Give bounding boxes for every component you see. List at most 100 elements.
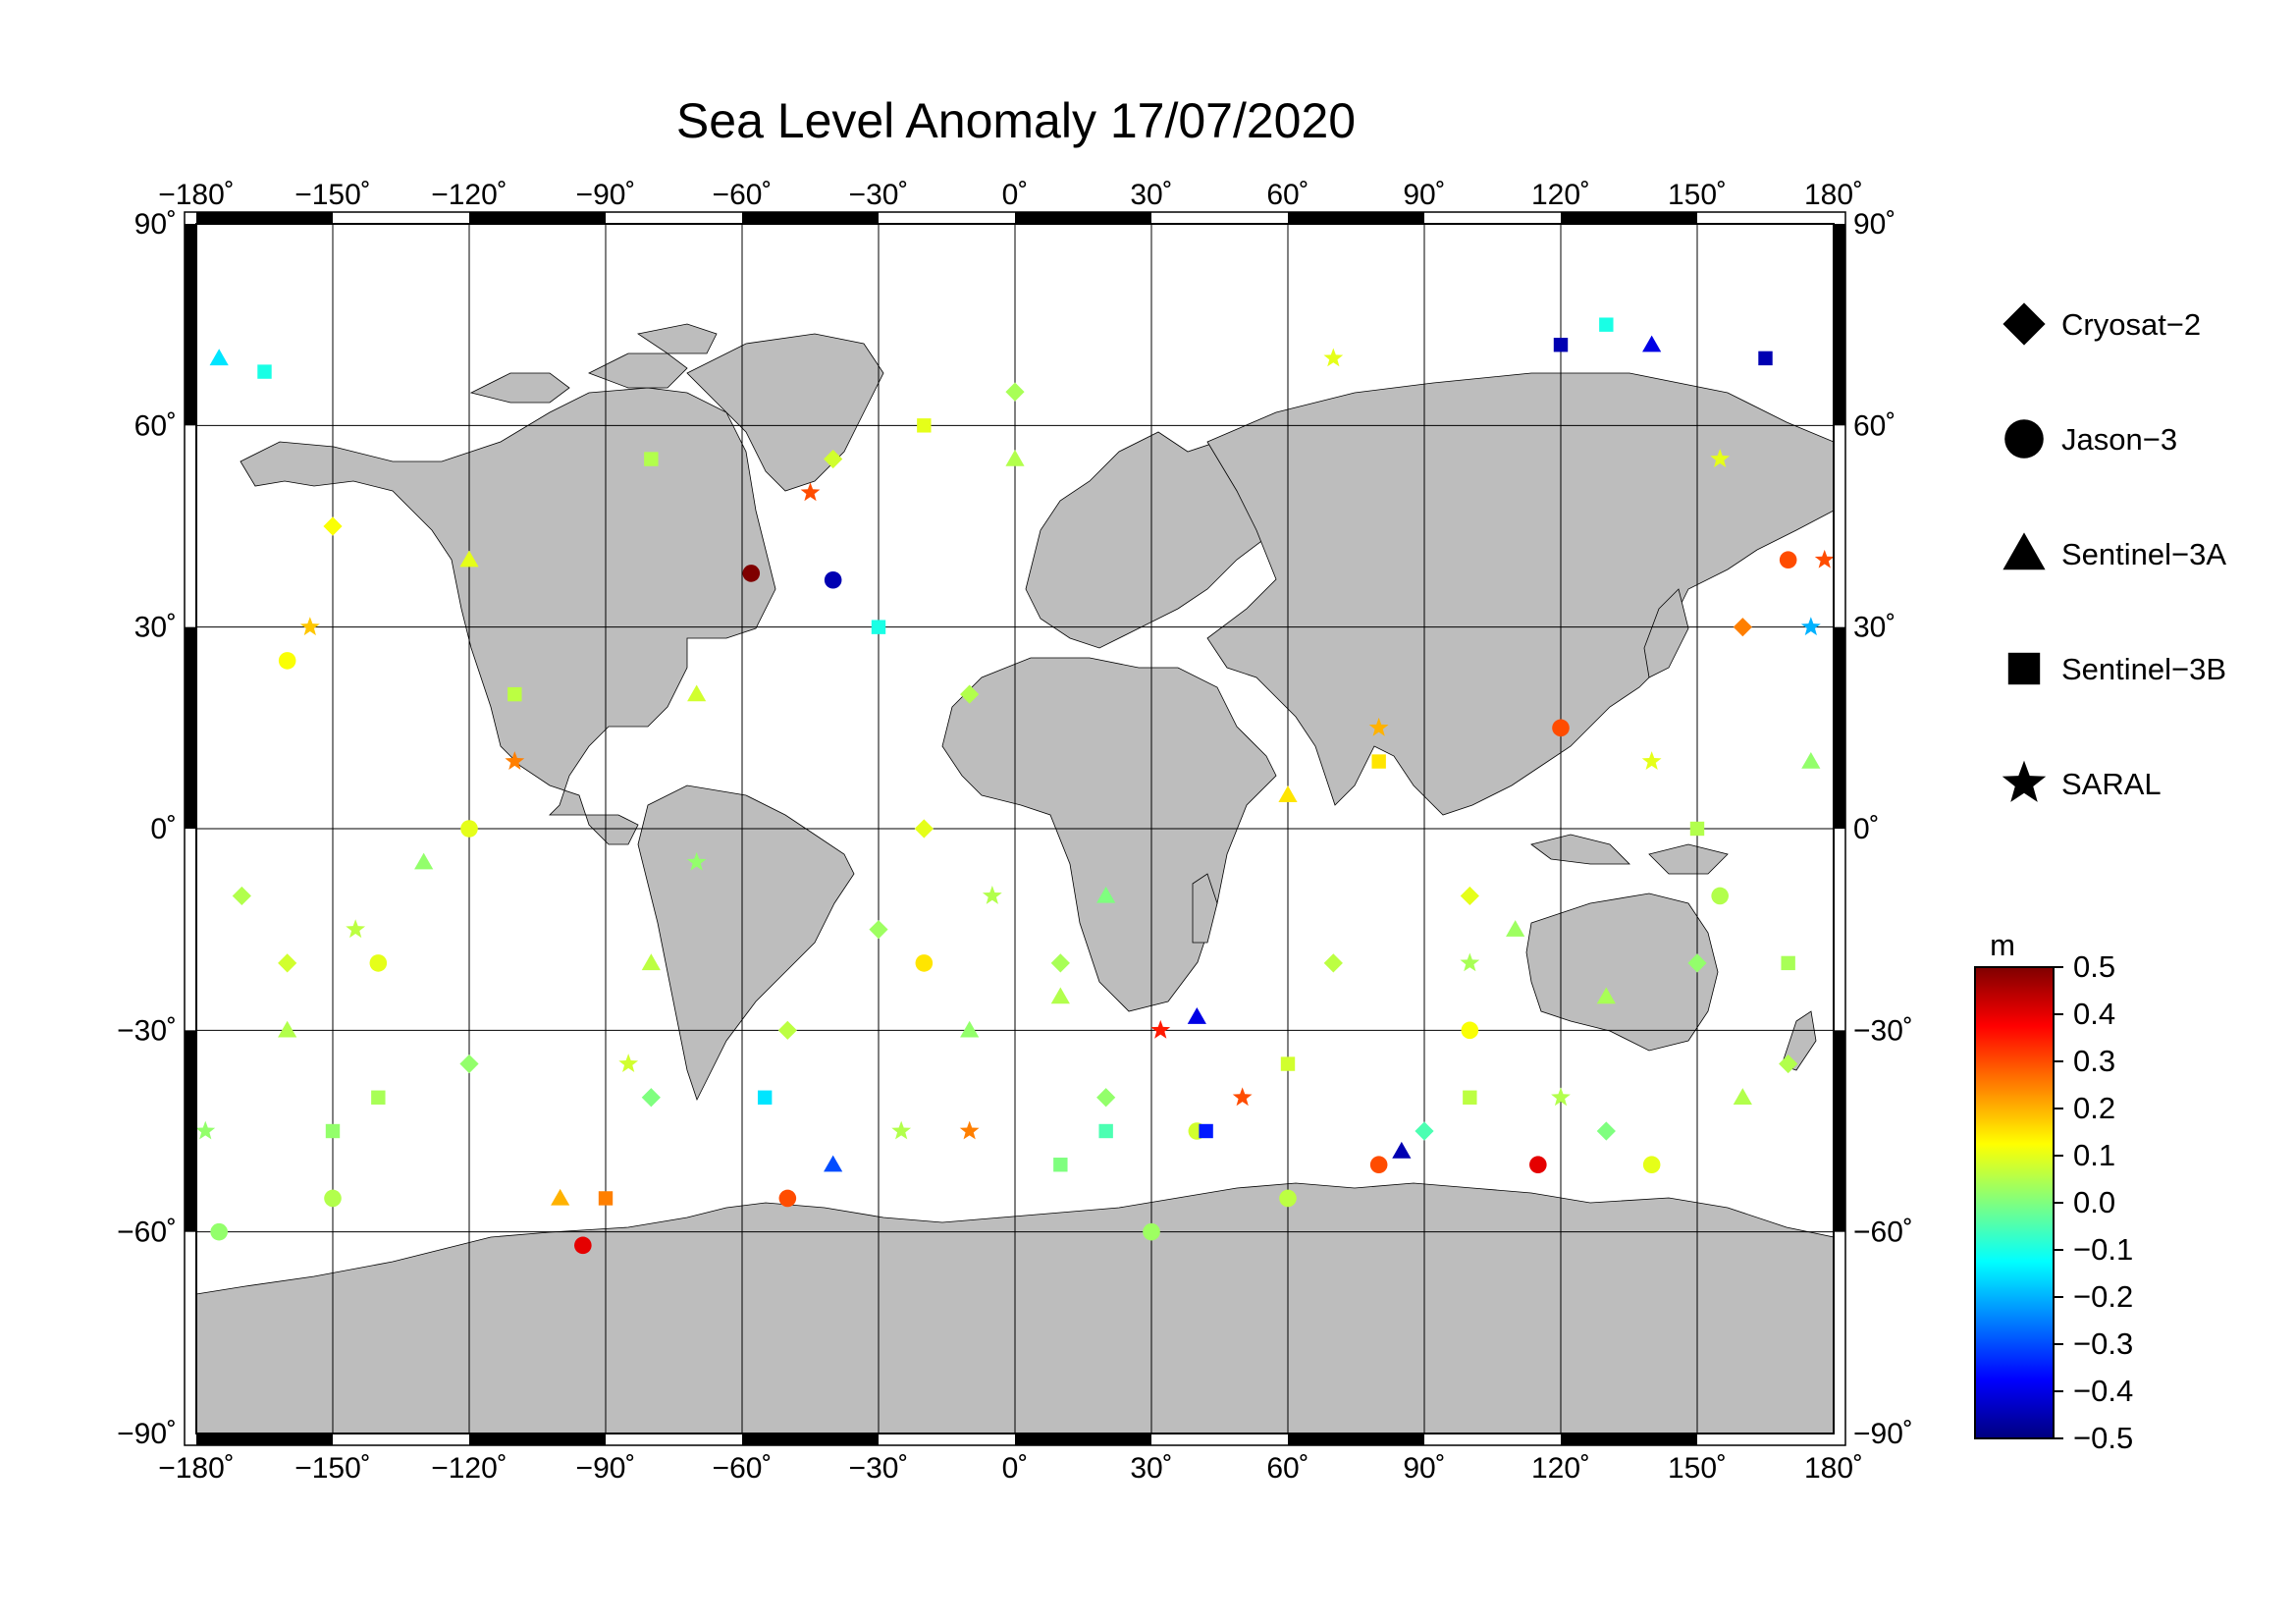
data-point-circle [324, 1189, 342, 1208]
data-point-triangle [1596, 987, 1616, 1004]
data-point-diamond [232, 886, 251, 906]
arctic-islands [469, 323, 718, 404]
data-point-star [1551, 1087, 1571, 1107]
data-point-circle [742, 565, 761, 582]
frame-bar-top [196, 212, 333, 224]
data-point-triangle [551, 1188, 570, 1206]
x-tick-label-bottom: 0˚ [1002, 1452, 1029, 1485]
x-tick-label-bottom: 150˚ [1668, 1452, 1727, 1485]
indonesia-landmass [1530, 834, 1729, 875]
y-tick-labels-right: 90˚ 60˚ 30˚ 0˚ −30˚ −60˚ −90˚ [1853, 208, 1913, 1450]
data-point-triangle [824, 1155, 843, 1172]
asia-landmass [1206, 372, 1835, 816]
x-tick-label-bottom: −60˚ [713, 1452, 773, 1485]
legend-label: Sentinel−3B [2061, 652, 2226, 686]
data-point-circle [915, 954, 934, 972]
data-point-triangle [1050, 987, 1070, 1004]
y-tick-label-right: 90˚ [1853, 208, 1896, 241]
x-tick-label-bottom: −90˚ [576, 1452, 636, 1485]
frame-bar-right [1834, 224, 1845, 426]
frame-bar-bottom [1015, 1434, 1151, 1445]
x-tick-label-bottom: −180˚ [158, 1452, 235, 1485]
x-tick-label-bottom: 30˚ [1130, 1452, 1172, 1485]
data-point-star [1323, 348, 1344, 367]
data-point-square [325, 1123, 341, 1139]
legend-marker-diamond-icon [2002, 302, 2046, 346]
madagascar-landmass [1192, 873, 1218, 944]
data-point-star [505, 751, 525, 770]
data-point-circle [574, 1236, 592, 1255]
data-point-square [1599, 317, 1614, 332]
data-point-circle [1552, 719, 1570, 737]
x-tick-label-top: 60˚ [1266, 179, 1308, 211]
data-point-square [1199, 1123, 1213, 1139]
colorbar-gradient [1974, 966, 2055, 1439]
data-point-diamond [459, 1054, 479, 1074]
data-point-circle [824, 570, 842, 589]
frame-bar-bottom [742, 1434, 879, 1445]
colorbar-tick-label: −0.5 [2073, 1421, 2133, 1455]
y-tick-label-right: −90˚ [1853, 1418, 1913, 1450]
data-point-circle [1529, 1156, 1547, 1174]
data-point-square [371, 1090, 386, 1105]
data-point-triangle [641, 953, 661, 971]
data-point-circle [1369, 1156, 1388, 1174]
data-points [195, 317, 1835, 1255]
x-tick-label-bottom: −30˚ [849, 1452, 909, 1485]
data-point-triangle [459, 550, 479, 568]
data-point-diamond [1779, 1054, 1798, 1074]
colorbar-unit: m [1990, 928, 2015, 962]
y-tick-label-left: −90˚ [117, 1418, 177, 1450]
data-point-diamond [323, 516, 343, 536]
data-point-triangle [960, 1020, 980, 1038]
colorbar: m 0.5 0.4 0.3 0.2 0.1 0.0 −0.1 −0.2 −0.3 −0.4 −0.5 [1974, 928, 2133, 1455]
frame-bar-bottom [1561, 1434, 1697, 1445]
x-tick-label-bottom: −150˚ [294, 1452, 371, 1485]
japan-landmass [1643, 588, 1689, 678]
data-point-triangle [209, 349, 229, 366]
y-tick-label-left: −30˚ [117, 1014, 177, 1047]
data-point-star [891, 1120, 912, 1140]
frame-bar-top [469, 212, 606, 224]
data-point-star [1232, 1087, 1253, 1107]
colorbar-tick-label: 0.3 [2073, 1044, 2115, 1078]
satellite-legend: Cryosat−2 Jason−3 Sentinel−3A Sentinel−3B SA… [2002, 302, 2226, 802]
data-point-square [257, 364, 272, 379]
frame-bar-left [185, 626, 196, 829]
colorbar-tick-label: −0.2 [2073, 1279, 2133, 1314]
x-tick-label-top: −150˚ [294, 179, 371, 211]
x-tick-label-bottom: 120˚ [1531, 1452, 1590, 1485]
map-title: Sea Level Anomaly 17/07/2020 [676, 93, 1356, 148]
data-point-diamond [1687, 953, 1707, 973]
legend-label: Jason−3 [2061, 422, 2177, 457]
data-point-square [1280, 1056, 1296, 1071]
data-point-diamond [777, 1020, 797, 1040]
data-point-star [959, 1120, 980, 1140]
x-tick-label-top: 180˚ [1804, 179, 1863, 211]
data-point-circle [1711, 887, 1729, 905]
colorbar-tick-label: 0.0 [2073, 1185, 2115, 1219]
data-point-square [1053, 1158, 1068, 1172]
data-point-diamond [869, 920, 888, 940]
data-point-triangle [1801, 751, 1821, 769]
frame-bar-bottom [1288, 1434, 1424, 1445]
data-point-triangle [1392, 1141, 1412, 1159]
colorbar-tick-label: −0.4 [2073, 1374, 2133, 1408]
data-point-star [299, 617, 320, 636]
new-zealand-landmass [1781, 1010, 1817, 1071]
data-point-square [1781, 955, 1795, 971]
y-tick-label-left: 60˚ [134, 409, 177, 442]
x-tick-label-top: 90˚ [1403, 179, 1445, 211]
data-point-star [1710, 449, 1731, 467]
data-point-triangle [278, 1020, 297, 1038]
data-point-star [1800, 617, 1821, 636]
data-point-diamond [1415, 1121, 1434, 1141]
data-point-circle [1461, 1021, 1479, 1040]
data-point-square [1689, 821, 1705, 837]
data-point-square [917, 418, 932, 433]
colorbar-tick-label: 0.4 [2073, 997, 2115, 1031]
frame-bar-top [1288, 212, 1424, 224]
data-point-star [346, 919, 366, 939]
data-point-diamond [1323, 953, 1343, 973]
colorbar-ticks: 0.5 0.4 0.3 0.2 0.1 0.0 −0.1 −0.2 −0.3 −0.4 −0.5 [2054, 949, 2133, 1455]
